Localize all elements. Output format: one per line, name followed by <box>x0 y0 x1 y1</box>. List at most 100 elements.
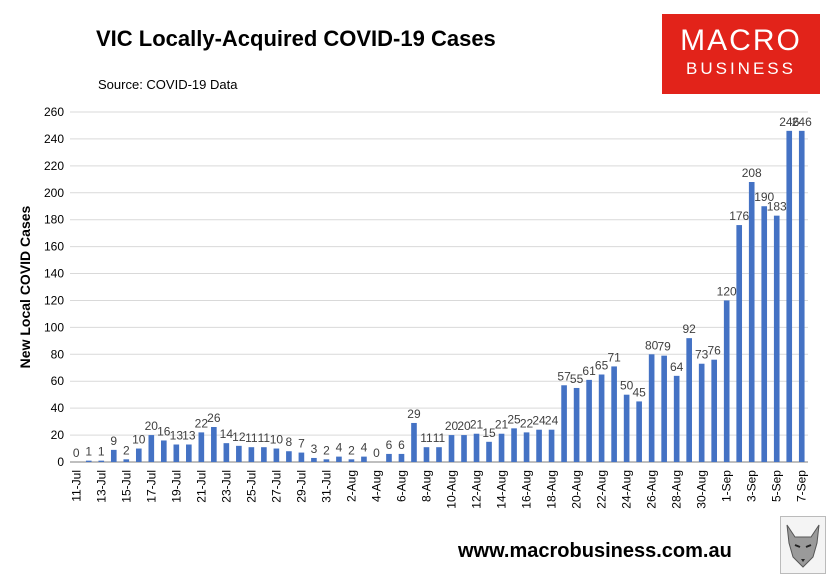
x-tick-label: 23-Jul <box>219 470 233 503</box>
x-tick-label: 21-Jul <box>194 470 208 503</box>
data-label: 79 <box>657 340 671 354</box>
bar-24-Aug <box>623 394 630 462</box>
x-tick-label: 29-Jul <box>294 470 308 503</box>
data-label: 1 <box>85 445 92 459</box>
bar-29-Aug <box>686 338 692 462</box>
y-tick-label: 20 <box>51 428 65 442</box>
data-label: 10 <box>132 433 146 447</box>
bar-18-Jul <box>160 440 167 462</box>
data-label: 246 <box>779 115 799 129</box>
bar-7-Sep <box>798 130 805 462</box>
y-tick-label: 140 <box>44 267 64 281</box>
x-tick-label: 25-Jul <box>244 470 258 503</box>
bar-27-Aug <box>661 355 667 462</box>
data-label: 55 <box>570 372 584 386</box>
bar-17-Aug <box>536 429 542 462</box>
logo-line-1: MACRO <box>680 24 802 57</box>
data-label: 21 <box>470 418 484 432</box>
bar-13-Aug <box>486 441 492 462</box>
bar-19-Aug <box>561 385 567 462</box>
logo-line-2: BUSINESS <box>686 59 796 78</box>
bar-27-Jul <box>273 448 280 462</box>
wolf-logo-icon <box>780 516 826 574</box>
y-tick-label: 240 <box>44 132 64 146</box>
bar-29-Jul <box>298 452 305 462</box>
data-label: 208 <box>742 166 762 180</box>
x-tick-label: 13-Jul <box>94 470 108 503</box>
bar-6-Sep <box>786 130 793 462</box>
data-label: 16 <box>157 424 171 438</box>
data-label: 2 <box>323 443 330 457</box>
y-tick-label: 100 <box>44 320 64 334</box>
bar-14-Jul <box>110 449 117 462</box>
data-label: 4 <box>336 441 343 455</box>
data-label: 61 <box>582 364 596 378</box>
y-tick-label: 0 <box>57 455 64 469</box>
bar-12-Jul <box>85 460 92 462</box>
x-tick-label: 30-Aug <box>695 470 709 509</box>
x-tick-label: 19-Jul <box>169 470 183 503</box>
y-tick-label: 60 <box>51 374 65 388</box>
x-tick-label: 31-Jul <box>319 470 333 503</box>
x-tick-label: 20-Aug <box>570 470 584 509</box>
bar-31-Aug <box>711 359 718 462</box>
data-label: 2 <box>348 443 355 457</box>
bar-1-Sep <box>723 300 730 462</box>
data-label: 15 <box>482 426 496 440</box>
data-label: 1 <box>98 445 105 459</box>
y-tick-label: 120 <box>44 293 64 307</box>
x-tick-label: 14-Aug <box>495 470 509 509</box>
y-tick-label: 40 <box>51 401 65 415</box>
website-url: www.macrobusiness.com.au <box>458 540 732 562</box>
bar-4-Sep <box>761 206 768 462</box>
bar-26-Aug <box>648 354 655 462</box>
y-tick-label: 160 <box>44 240 64 254</box>
y-tick-label: 220 <box>44 159 64 173</box>
data-label: 25 <box>507 412 521 426</box>
x-tick-label: 12-Aug <box>470 470 484 509</box>
data-label: 7 <box>298 437 305 451</box>
bar-20-Aug <box>573 387 580 462</box>
bar-26-Jul <box>261 447 267 462</box>
data-label: 65 <box>595 359 609 373</box>
data-label: 246 <box>792 115 812 129</box>
data-label: 8 <box>286 435 293 449</box>
macro-business-logo: MACRO BUSINESS <box>662 14 820 94</box>
bar-31-Jul <box>323 459 330 462</box>
bar-9-Aug <box>436 447 442 462</box>
bar-28-Aug <box>673 375 680 462</box>
bar-13-Jul <box>98 460 105 462</box>
x-tick-label: 5-Sep <box>770 470 784 502</box>
bar-23-Aug <box>611 366 617 462</box>
data-label: 73 <box>695 348 709 362</box>
data-label: 190 <box>754 190 774 204</box>
data-label: 6 <box>386 438 393 452</box>
bar-21-Aug <box>586 379 592 462</box>
source-note: Source: COVID-19 Data <box>98 77 238 92</box>
bar-30-Aug <box>698 363 705 462</box>
data-label: 13 <box>170 429 184 443</box>
chart-title: VIC Locally-Acquired COVID-19 Cases <box>96 26 496 51</box>
data-label: 24 <box>545 414 559 428</box>
bar-5-Sep <box>773 215 780 462</box>
data-label: 45 <box>632 385 646 399</box>
bar-3-Sep <box>748 182 755 462</box>
bar-28-Jul <box>286 451 292 462</box>
bar-3-Aug <box>361 456 367 462</box>
y-tick-label: 180 <box>44 213 64 227</box>
data-label: 4 <box>361 441 368 455</box>
data-label: 20 <box>445 419 459 433</box>
data-label: 26 <box>207 411 221 425</box>
bar-20-Jul <box>186 444 192 462</box>
data-label: 22 <box>520 416 534 430</box>
data-label: 10 <box>270 433 284 447</box>
x-tick-label: 6-Aug <box>394 470 408 502</box>
data-label: 183 <box>767 200 787 214</box>
data-label: 64 <box>670 360 684 374</box>
bar-21-Jul <box>198 432 205 462</box>
data-label: 92 <box>682 322 696 336</box>
x-tick-label: 3-Sep <box>745 470 759 502</box>
data-label: 3 <box>311 442 318 456</box>
data-label: 50 <box>620 379 634 393</box>
